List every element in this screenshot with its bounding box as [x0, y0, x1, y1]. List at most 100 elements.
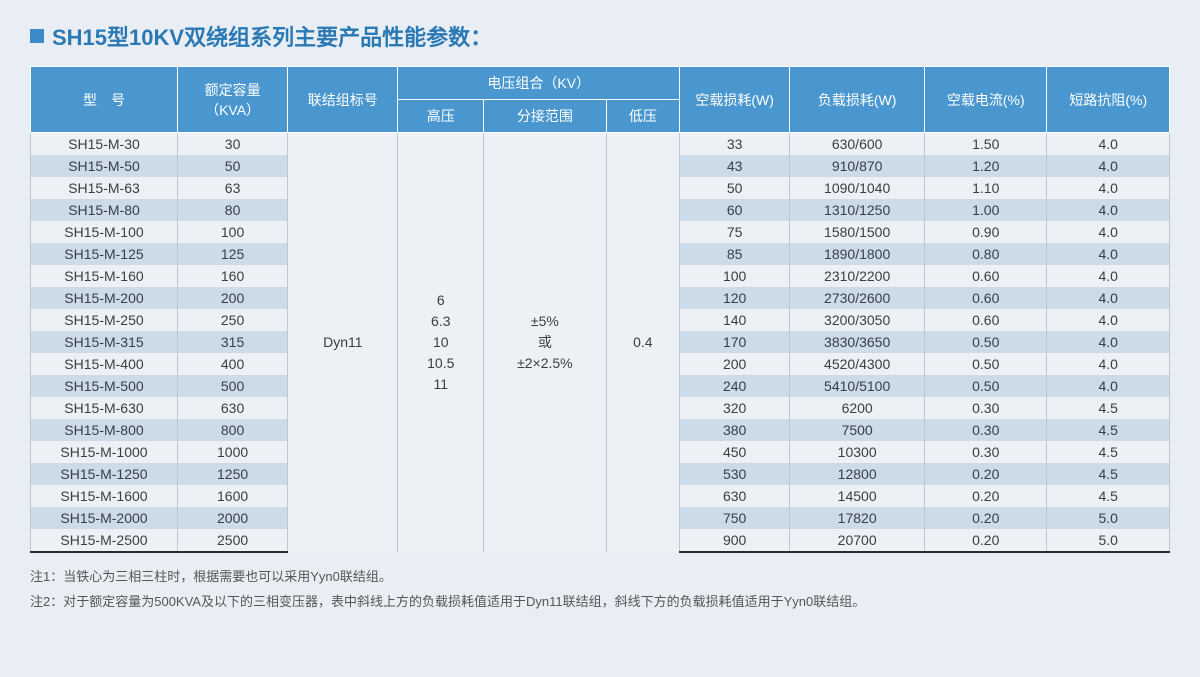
cell-noload-current: 0.30: [925, 397, 1047, 419]
cell-noload-current: 0.50: [925, 331, 1047, 353]
cell-impedance: 4.0: [1047, 243, 1170, 265]
cell-impedance: 4.0: [1047, 331, 1170, 353]
title-row: SH15型10KV双绕组系列主要产品性能参数：: [30, 20, 1170, 52]
cell-load-loss: 1580/1500: [790, 221, 925, 243]
cell-impedance: 4.0: [1047, 353, 1170, 375]
table-row: SH15-M-3030Dyn1166.31010.511±5%或±2×2.5%0…: [31, 133, 1170, 156]
cell-noload-loss: 75: [680, 221, 790, 243]
cell-noload-current: 0.60: [925, 309, 1047, 331]
cell-noload-current: 0.20: [925, 485, 1047, 507]
table-body: SH15-M-3030Dyn1166.31010.511±5%或±2×2.5%0…: [31, 133, 1170, 553]
bullet-icon: [30, 29, 44, 43]
cell-capacity: 630: [177, 397, 287, 419]
cell-noload-current: 0.60: [925, 265, 1047, 287]
cell-noload-loss: 450: [680, 441, 790, 463]
cell-impedance: 4.0: [1047, 221, 1170, 243]
cell-model: SH15-M-2500: [31, 529, 178, 552]
col-tap: 分接范围: [484, 100, 606, 133]
cell-lv: 0.4: [606, 133, 679, 553]
cell-noload-current: 0.20: [925, 463, 1047, 485]
cell-model: SH15-M-30: [31, 133, 178, 156]
cell-model: SH15-M-200: [31, 287, 178, 309]
cell-hv: 66.31010.511: [398, 133, 484, 553]
col-impedance: 短路抗阻(%): [1047, 67, 1170, 133]
cell-noload-current: 0.20: [925, 529, 1047, 552]
col-model: 型 号: [31, 67, 178, 133]
cell-noload-loss: 170: [680, 331, 790, 353]
cell-load-loss: 3200/3050: [790, 309, 925, 331]
cell-capacity: 30: [177, 133, 287, 156]
table-header: 型 号 额定容量（KVA） 联结组标号 电压组合（KV） 空载损耗(W) 负载损…: [31, 67, 1170, 133]
cell-impedance: 4.0: [1047, 375, 1170, 397]
cell-model: SH15-M-100: [31, 221, 178, 243]
cell-noload-loss: 120: [680, 287, 790, 309]
cell-impedance: 4.5: [1047, 463, 1170, 485]
cell-impedance: 4.0: [1047, 199, 1170, 221]
col-load-loss: 负载损耗(W): [790, 67, 925, 133]
note-1: 注1：当铁心为三相三柱时，根据需要也可以采用Yyn0联结组。: [30, 565, 1170, 590]
cell-noload-loss: 630: [680, 485, 790, 507]
cell-capacity: 800: [177, 419, 287, 441]
cell-noload-loss: 380: [680, 419, 790, 441]
cell-model: SH15-M-400: [31, 353, 178, 375]
cell-load-loss: 6200: [790, 397, 925, 419]
cell-noload-current: 0.80: [925, 243, 1047, 265]
cell-model: SH15-M-1250: [31, 463, 178, 485]
cell-noload-current: 0.90: [925, 221, 1047, 243]
cell-noload-loss: 50: [680, 177, 790, 199]
cell-noload-loss: 33: [680, 133, 790, 156]
cell-noload-current: 1.20: [925, 155, 1047, 177]
cell-capacity: 1250: [177, 463, 287, 485]
cell-load-loss: 4520/4300: [790, 353, 925, 375]
cell-capacity: 400: [177, 353, 287, 375]
cell-load-loss: 630/600: [790, 133, 925, 156]
cell-load-loss: 5410/5100: [790, 375, 925, 397]
cell-capacity: 50: [177, 155, 287, 177]
cell-load-loss: 1090/1040: [790, 177, 925, 199]
cell-load-loss: 910/870: [790, 155, 925, 177]
cell-capacity: 160: [177, 265, 287, 287]
cell-noload-loss: 200: [680, 353, 790, 375]
cell-capacity: 200: [177, 287, 287, 309]
cell-impedance: 4.0: [1047, 287, 1170, 309]
cell-capacity: 1000: [177, 441, 287, 463]
cell-load-loss: 10300: [790, 441, 925, 463]
cell-impedance: 4.0: [1047, 265, 1170, 287]
cell-noload-loss: 320: [680, 397, 790, 419]
cell-load-loss: 1890/1800: [790, 243, 925, 265]
cell-capacity: 315: [177, 331, 287, 353]
cell-capacity: 80: [177, 199, 287, 221]
col-noload-current: 空载电流(%): [925, 67, 1047, 133]
cell-noload-current: 1.00: [925, 199, 1047, 221]
cell-model: SH15-M-250: [31, 309, 178, 331]
cell-impedance: 4.5: [1047, 485, 1170, 507]
cell-impedance: 4.0: [1047, 177, 1170, 199]
col-voltage-group: 电压组合（KV）: [398, 67, 680, 100]
cell-model: SH15-M-50: [31, 155, 178, 177]
col-conn: 联结组标号: [288, 67, 398, 133]
cell-load-loss: 1310/1250: [790, 199, 925, 221]
cell-model: SH15-M-2000: [31, 507, 178, 529]
cell-model: SH15-M-125: [31, 243, 178, 265]
cell-model: SH15-M-80: [31, 199, 178, 221]
cell-load-loss: 14500: [790, 485, 925, 507]
cell-model: SH15-M-1000: [31, 441, 178, 463]
cell-noload-current: 0.20: [925, 507, 1047, 529]
cell-capacity: 63: [177, 177, 287, 199]
cell-model: SH15-M-63: [31, 177, 178, 199]
cell-noload-current: 0.50: [925, 375, 1047, 397]
cell-capacity: 2500: [177, 529, 287, 552]
cell-noload-current: 0.30: [925, 441, 1047, 463]
cell-model: SH15-M-500: [31, 375, 178, 397]
cell-capacity: 125: [177, 243, 287, 265]
cell-noload-loss: 530: [680, 463, 790, 485]
cell-capacity: 250: [177, 309, 287, 331]
cell-model: SH15-M-800: [31, 419, 178, 441]
cell-noload-loss: 100: [680, 265, 790, 287]
cell-impedance: 4.0: [1047, 309, 1170, 331]
cell-noload-current: 1.50: [925, 133, 1047, 156]
cell-model: SH15-M-630: [31, 397, 178, 419]
cell-model: SH15-M-1600: [31, 485, 178, 507]
cell-noload-loss: 750: [680, 507, 790, 529]
note-2: 注2：对于额定容量为500KVA及以下的三相变压器，表中斜线上方的负载损耗值适用…: [30, 590, 1170, 615]
